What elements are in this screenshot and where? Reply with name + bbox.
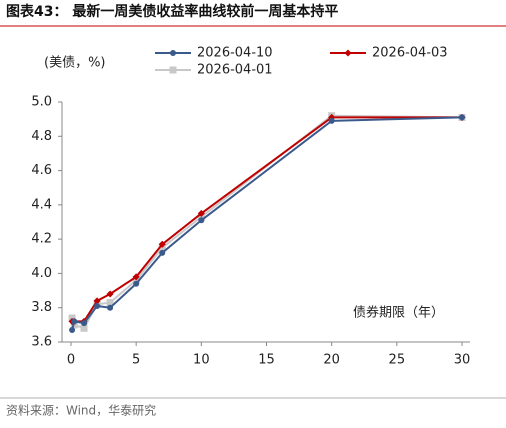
marker	[80, 324, 88, 332]
x-tick-label: 5	[132, 353, 140, 368]
series-line	[71, 114, 463, 330]
y-tick-label: 4.2	[31, 232, 52, 247]
marker	[133, 280, 140, 287]
legend-marker	[169, 66, 177, 74]
x-tick-label: 20	[323, 353, 340, 368]
x-axis-label: 债券期限（年）	[353, 305, 444, 321]
marker	[459, 114, 465, 121]
x-tick-label: 30	[454, 353, 471, 368]
x-tick-label: 0	[67, 353, 75, 368]
y-axis-label: (美债，%)	[44, 56, 106, 71]
marker	[198, 217, 205, 224]
legend-marker	[344, 49, 352, 57]
series-line	[72, 116, 462, 323]
y-tick-label: 4.8	[31, 129, 52, 144]
marker	[71, 318, 78, 325]
marker	[197, 209, 205, 217]
x-tick-label: 15	[258, 353, 275, 368]
legend-label: 2026-04-03	[372, 46, 448, 61]
series-line	[71, 116, 463, 331]
marker	[107, 304, 114, 311]
x-tick-label: 10	[193, 353, 210, 368]
marker	[93, 297, 101, 305]
marker	[81, 320, 88, 327]
legend-label: 2026-04-10	[197, 46, 273, 61]
marker	[158, 240, 166, 248]
x-tick-label: 25	[389, 353, 406, 368]
marker	[159, 249, 166, 256]
legend-label: 2026-04-01	[197, 63, 273, 78]
source-note: 资料来源：Wind，华泰研究	[6, 403, 156, 418]
marker	[94, 303, 101, 309]
marker	[132, 273, 140, 281]
marker	[328, 117, 335, 124]
legend-marker	[170, 50, 176, 56]
y-tick-label: 4.0	[31, 266, 52, 281]
y-tick-label: 3.8	[31, 300, 52, 315]
marker	[69, 327, 76, 333]
marker	[106, 290, 114, 298]
y-tick-label: 3.6	[31, 335, 52, 350]
marker	[106, 299, 114, 307]
y-tick-label: 4.6	[31, 163, 52, 178]
y-tick-label: 5.0	[31, 95, 52, 110]
chart-title: 图表43： 最新一周美债收益率曲线较前一周基本持平	[6, 3, 338, 20]
y-tick-label: 4.4	[31, 197, 52, 212]
